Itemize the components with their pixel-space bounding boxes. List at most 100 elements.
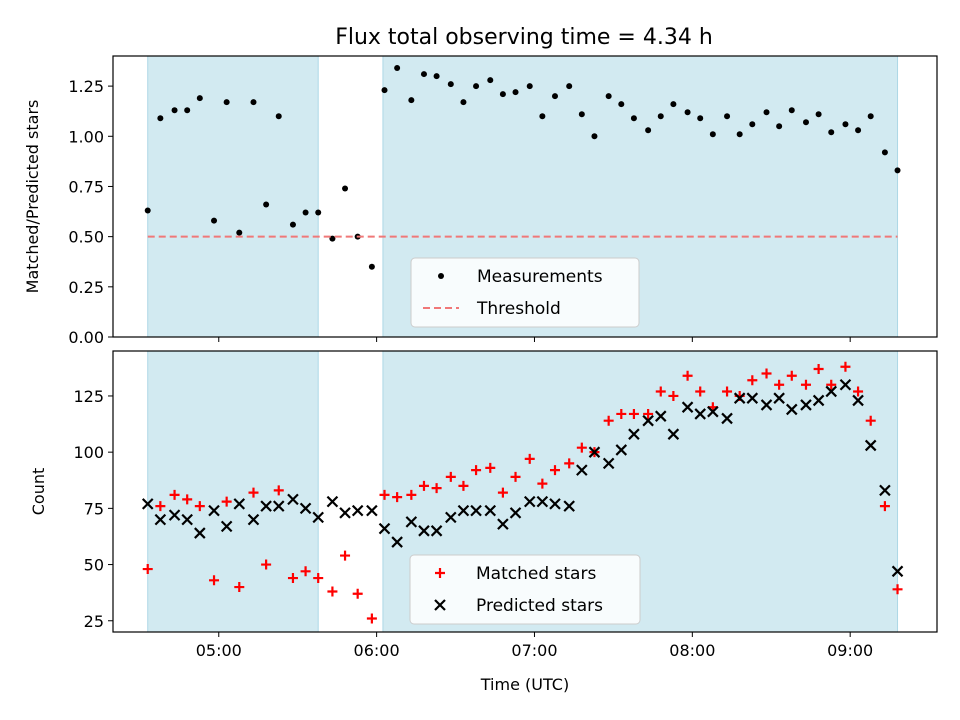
predicted-star-marker [484, 504, 497, 517]
measurement-point [578, 111, 585, 118]
predicted-star-marker [812, 394, 825, 407]
y-tick-label: 1.00 [68, 127, 104, 146]
legend-marker-predicted [434, 599, 446, 611]
measurement-point [763, 109, 770, 116]
measurement-point [788, 107, 795, 114]
y-tick-label: 0.50 [68, 228, 104, 247]
measurement-point [420, 71, 427, 78]
measurement-point [881, 149, 888, 156]
measurement-point [749, 121, 756, 128]
matched-star-marker [549, 465, 560, 476]
measurement-point [605, 93, 612, 100]
measurement-point [709, 131, 716, 138]
predicted-star-marker [378, 522, 391, 535]
y-tick-label: 100 [73, 443, 104, 462]
measurement-point [776, 123, 783, 130]
x-axis-label: Time (UTC) [480, 675, 569, 694]
measurement-point [342, 185, 349, 192]
matched-star-marker [406, 489, 417, 500]
matched-star-marker [603, 415, 614, 426]
measurement-point [236, 229, 243, 236]
predicted-star-marker [445, 511, 457, 524]
matched-star-marker [879, 501, 890, 512]
measurement-point [447, 81, 454, 88]
y-tick-label: 1.25 [68, 77, 104, 96]
matched-star-marker [379, 489, 390, 500]
matched-star-marker [313, 573, 324, 584]
measurement-point [289, 221, 296, 228]
measurement-point [184, 107, 191, 114]
predicted-star-marker [247, 513, 260, 526]
matched-star-marker [194, 501, 205, 512]
measurement-point [526, 83, 533, 90]
predicted-star-marker [681, 401, 694, 413]
matched-star-marker [655, 386, 666, 397]
predicted-star-marker [154, 513, 167, 526]
predicted-star-marker [839, 378, 852, 391]
matched-star-marker [497, 487, 508, 498]
matched-star-marker [510, 471, 521, 482]
measurement-point [250, 99, 257, 106]
matched-star-marker [366, 613, 377, 624]
chart-title: Flux total observing time = 4.34 h [335, 25, 713, 50]
matched-star-marker [537, 478, 548, 489]
y-tick-label: 25 [84, 612, 104, 631]
predicted-star-marker [628, 428, 640, 440]
measurement-point [512, 89, 519, 96]
predicted-star-marker [549, 498, 561, 510]
matched-star-marker [287, 573, 298, 584]
measurement-point [368, 263, 375, 270]
matched-star-marker [564, 458, 575, 469]
predicted-star-marker [891, 565, 904, 578]
predicted-star-marker [194, 527, 206, 539]
y-tick-label: 0.75 [68, 177, 104, 196]
predicted-star-marker [260, 500, 272, 512]
predicted-star-marker [326, 495, 339, 508]
matched-star-marker [273, 485, 284, 496]
measurement-point [551, 93, 558, 100]
predicted-star-marker [667, 428, 680, 440]
shaded-span-1 [147, 350, 319, 633]
matched-star-marker [392, 492, 403, 503]
legend-marker-matched [435, 568, 445, 578]
predicted-star-marker [615, 444, 628, 456]
matched-star-marker [722, 386, 733, 397]
y-tick-label: 0.00 [68, 328, 104, 347]
predicted-star-marker [287, 493, 299, 506]
measurement-point [867, 113, 874, 120]
matched-star-marker [800, 379, 811, 390]
panel-ratio: 0.00 0.25 0.50 0.75 1.00 1.25 Matched/Predicte… [23, 55, 938, 347]
matched-star-marker [261, 559, 272, 570]
predicted-star-marker [523, 495, 536, 508]
predicted-star-marker [366, 504, 378, 517]
matched-star-marker [853, 386, 864, 397]
measurement-point [171, 107, 178, 114]
predicted-star-marker [694, 408, 706, 420]
measurement-point [394, 65, 401, 72]
matched-star-marker [643, 408, 654, 419]
matched-star-marker [682, 370, 693, 381]
measurement-point [408, 97, 415, 104]
predicted-star-marker [272, 500, 285, 512]
matched-star-marker [576, 442, 587, 453]
measurement-point [315, 209, 322, 216]
matched-star-marker [865, 415, 876, 426]
y-tick-label: 0.25 [68, 278, 104, 297]
matched-star-marker [628, 408, 639, 419]
matched-star-marker [352, 588, 363, 599]
measurement-point [855, 127, 862, 134]
measurement-point [697, 115, 704, 122]
measurement-point [473, 83, 480, 90]
measurement-point [381, 87, 388, 94]
predicted-star-marker [825, 385, 838, 398]
axes-frame [112, 350, 938, 633]
measurement-point [736, 131, 743, 138]
predicted-star-marker [563, 500, 575, 512]
predicted-star-marker [733, 392, 746, 404]
predicted-star-marker [576, 464, 588, 476]
measurement-point [618, 101, 625, 108]
predicted-star-marker [746, 392, 759, 404]
predicted-star-marker [760, 399, 773, 411]
predicted-star-marker [654, 410, 667, 422]
